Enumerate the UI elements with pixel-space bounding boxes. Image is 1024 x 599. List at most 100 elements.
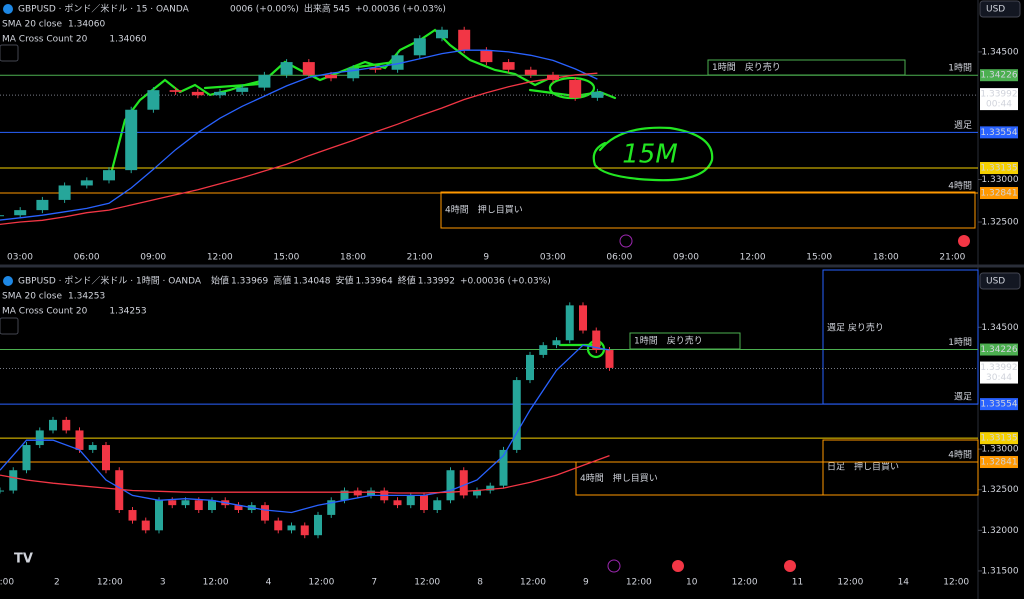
candle (340, 490, 349, 501)
x-tick-label: 11 (792, 578, 803, 588)
x-tick-label: 21:00 (407, 253, 433, 263)
x-tick-label: 9 (583, 578, 589, 588)
x-tick-label: 15:00 (806, 253, 832, 263)
x-tick-label: 12:00 (520, 578, 546, 588)
candle (325, 74, 337, 79)
x-tick-label: 03:00 (540, 253, 566, 263)
currency: USD (986, 277, 1005, 287)
y-tick-label: 1.31500 (981, 566, 1018, 576)
last-price-tag (980, 88, 1018, 111)
header-text: 1.33964 (356, 277, 393, 287)
event-icon[interactable] (958, 235, 970, 247)
x-tick-label: 12:00 (308, 578, 334, 588)
candle (502, 62, 515, 70)
x-tick-label: 7 (371, 578, 377, 588)
header-text: +0.00036 (+0.03%) (355, 5, 446, 15)
x-tick-label: 21:00 (939, 253, 965, 263)
candle (547, 74, 559, 80)
x-tick-label: 4 (266, 578, 272, 588)
level-tag (980, 126, 1018, 139)
x-tick-label: 15:00 (273, 253, 299, 263)
zone-box (629, 332, 741, 350)
candle (579, 305, 587, 331)
event-icon[interactable] (619, 234, 633, 248)
collapse-button[interactable] (0, 317, 19, 335)
x-tick-label: 12:00 (837, 578, 863, 588)
x-tick-label: 09:00 (673, 253, 699, 263)
zone-label: 4時間 押し目買い (445, 204, 523, 216)
candle (191, 91, 204, 96)
candle (591, 91, 604, 98)
y-tick-label: 1.34500 (981, 47, 1018, 57)
candle (147, 90, 160, 110)
candle (314, 514, 322, 536)
zone-label: 日足 押し目買い (827, 461, 899, 473)
event-icon[interactable] (672, 560, 684, 572)
candle (103, 170, 115, 181)
x-tick-label: 3 (160, 578, 166, 588)
level-tag (980, 69, 1018, 82)
candle (115, 470, 124, 511)
candle (367, 490, 375, 496)
indicator-label: MA Cross Count 20 (2, 35, 88, 45)
symbol-icon (3, 4, 13, 14)
candle (80, 180, 93, 186)
level-name: 週足 (954, 392, 972, 403)
candle (168, 500, 177, 506)
level-price: 1.33135 (980, 434, 1017, 444)
indicator-value: 1.34060 (68, 20, 105, 30)
x-tick-label: 12:00 (203, 578, 229, 588)
x-tick-label: 12:00 (207, 253, 233, 263)
currency-button[interactable] (979, 272, 1021, 290)
collapse-button[interactable] (0, 44, 19, 62)
level-name: 週足 (954, 120, 972, 131)
level-price: 1.33554 (980, 128, 1017, 138)
last-price-tag (980, 361, 1018, 384)
candle (524, 69, 537, 75)
candle (433, 500, 442, 511)
countdown: 00:44 (986, 100, 1012, 110)
level-name: 1時間 (948, 63, 972, 74)
candle (406, 495, 415, 506)
event-icon[interactable] (784, 560, 796, 572)
candle (287, 525, 296, 531)
x-tick-label: 18:00 (873, 253, 899, 263)
currency-button[interactable] (979, 0, 1021, 18)
last-price: 1.33992 (980, 363, 1017, 373)
level-price: 1.32841 (980, 458, 1017, 468)
x-tick-label: 12:00 (414, 578, 440, 588)
candle (512, 380, 521, 450)
candle (75, 430, 84, 450)
candle (413, 38, 426, 56)
indicator-value: 1.34253 (109, 307, 146, 317)
header-text: 出来高 (304, 3, 331, 15)
candle (499, 449, 508, 486)
x-tick-label: 12:00 (97, 578, 123, 588)
header-text: GBPUSD · ポンド／米ドル · 15 · OANDA (18, 3, 190, 15)
candle (234, 505, 243, 511)
candle (486, 485, 495, 491)
candle (49, 419, 57, 431)
zone-box (822, 439, 979, 496)
candle (102, 445, 110, 471)
candle (35, 430, 44, 446)
countdown: 30:44 (986, 373, 1012, 383)
header-text: +0.00036 (+0.03%) (460, 277, 551, 287)
event-icon[interactable] (607, 559, 621, 573)
candle (569, 79, 582, 98)
zone-label: 4時間 押し目買い (580, 472, 658, 484)
candle (128, 510, 137, 521)
x-tick-label: 18:00 (340, 253, 366, 263)
x-tick-label: 14 (898, 578, 910, 588)
x-tick-label: 2:00 (0, 578, 14, 588)
candle (169, 90, 182, 92)
candle (459, 470, 468, 496)
candle (526, 354, 534, 381)
candle (274, 520, 283, 531)
x-tick-label: 12:00 (732, 578, 758, 588)
currency: USD (986, 5, 1005, 15)
candle (155, 500, 163, 531)
candle (539, 345, 548, 355)
header-text: 0006 (+0.00%) (230, 5, 299, 15)
